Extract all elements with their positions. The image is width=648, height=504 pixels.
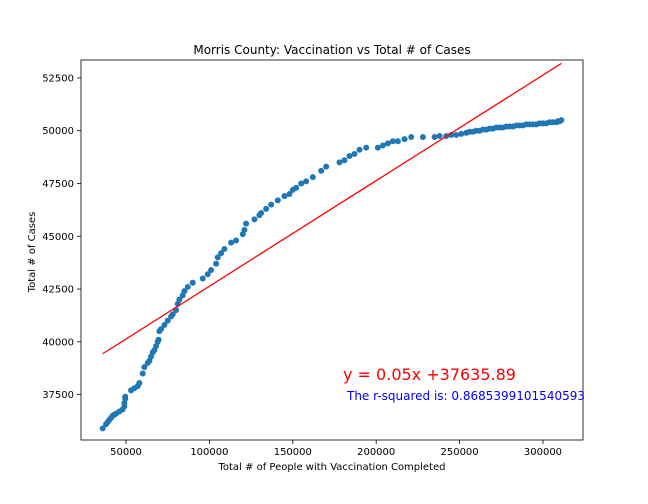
data-point — [336, 159, 343, 166]
data-point — [122, 393, 129, 400]
data-point — [341, 157, 348, 164]
y-tick-label: 42500 — [42, 285, 74, 296]
y-tick-label: 37500 — [42, 390, 74, 401]
data-point — [351, 150, 358, 157]
data-point — [286, 191, 293, 198]
data-point — [155, 336, 162, 343]
data-point — [99, 425, 106, 432]
y-tick-label: 45000 — [42, 232, 74, 243]
y-tick-label: 50000 — [42, 126, 74, 137]
x-tick-label: 300000 — [524, 447, 562, 458]
data-point — [458, 130, 465, 137]
data-point — [208, 267, 215, 274]
data-point — [184, 283, 191, 290]
data-point — [241, 226, 248, 233]
data-point — [164, 317, 171, 324]
data-point — [199, 275, 206, 282]
data-point — [356, 146, 363, 153]
regression-equation: y = 0.05x +37635.89 — [343, 365, 516, 384]
regression-line-path — [102, 62, 562, 355]
x-axis-label: Total # of People with Vaccination Compl… — [217, 462, 445, 473]
data-point — [401, 136, 408, 143]
data-point — [363, 144, 370, 151]
data-point — [258, 210, 265, 217]
data-point — [181, 288, 188, 295]
r-squared-annotation: The r-squared is: 0.8685399101540593 — [346, 389, 585, 403]
data-point — [204, 271, 211, 278]
data-point — [189, 279, 196, 286]
data-points — [99, 117, 565, 432]
plot-area — [80, 59, 584, 441]
data-point — [228, 239, 235, 246]
data-point — [158, 326, 165, 333]
y-tick-label: 40000 — [42, 337, 74, 348]
data-point — [263, 205, 270, 212]
data-point — [169, 311, 176, 318]
data-point — [394, 138, 401, 145]
data-point — [214, 254, 221, 261]
data-point — [139, 370, 146, 377]
data-point — [281, 193, 288, 200]
data-point — [384, 140, 391, 147]
x-axis: 50000 100000 150000 200000 250000 300000 — [110, 440, 562, 458]
data-point — [213, 260, 220, 267]
y-tick-label: 47500 — [42, 179, 74, 190]
data-point — [176, 296, 183, 303]
y-axis-label: Total # of Cases — [27, 212, 38, 294]
data-point — [136, 380, 143, 386]
x-tick-label: 150000 — [274, 447, 312, 458]
data-point — [303, 178, 310, 185]
data-point — [309, 174, 316, 181]
data-point — [346, 153, 353, 160]
data-point — [558, 117, 565, 124]
data-point — [233, 237, 240, 244]
data-point — [323, 163, 330, 170]
data-point — [141, 364, 148, 371]
data-point — [274, 197, 281, 204]
y-tick-label: 52500 — [42, 73, 74, 84]
x-tick-label: 200000 — [357, 447, 395, 458]
data-point — [243, 220, 250, 227]
y-axis: 37500 40000 42500 45000 47500 50000 52500 — [42, 73, 81, 401]
data-point — [436, 133, 443, 139]
data-point — [268, 201, 275, 208]
data-point — [374, 144, 381, 151]
data-point — [453, 131, 460, 138]
data-point — [221, 245, 228, 252]
data-point — [408, 134, 415, 141]
data-point — [251, 216, 258, 223]
x-tick-label: 100000 — [190, 447, 228, 458]
x-tick-label: 50000 — [110, 447, 142, 458]
chart-title: Morris County: Vaccination vs Total # of… — [193, 43, 470, 57]
data-point — [161, 321, 168, 328]
data-point — [431, 134, 438, 141]
data-point — [298, 180, 305, 187]
data-point — [218, 250, 225, 257]
data-point — [293, 184, 300, 191]
data-point — [419, 134, 426, 141]
regression-line — [102, 62, 562, 355]
data-point — [318, 167, 325, 174]
data-point — [379, 142, 386, 149]
data-point — [389, 138, 396, 145]
x-tick-label: 250000 — [440, 447, 478, 458]
